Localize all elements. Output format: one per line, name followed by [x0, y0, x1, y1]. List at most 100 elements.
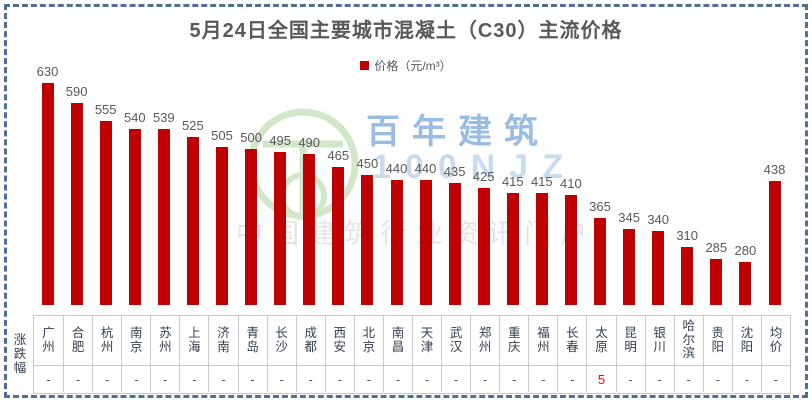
- price-bar: [594, 218, 606, 305]
- price-bar: [448, 183, 461, 305]
- city-cell: 上 海: [179, 316, 209, 366]
- city-cell: 昆 明: [615, 316, 645, 366]
- price-bar: [623, 229, 636, 305]
- price-bar: [419, 180, 432, 305]
- bar-value-label: 340: [647, 212, 670, 227]
- price-bar: [303, 154, 316, 305]
- change-cell: -: [412, 366, 441, 392]
- bar-value-label: 415: [530, 174, 553, 189]
- city-cell: 武 汉: [441, 316, 471, 366]
- city-cell: 济 南: [208, 316, 238, 366]
- bar-value-label: 425: [472, 169, 495, 184]
- city-cell: 苏 州: [150, 316, 180, 366]
- bar-value-label: 345: [618, 210, 640, 225]
- price-bar: [128, 129, 141, 305]
- change-cell: -: [528, 366, 557, 392]
- price-bar: [216, 147, 228, 305]
- brand-logo-icon: [247, 108, 359, 220]
- chart-title: 5月24日全国主要城市混凝土（C30）主流价格: [189, 20, 623, 42]
- city-cell: 青 岛: [237, 316, 267, 366]
- bar-value-label: 410: [560, 176, 582, 191]
- price-bar: [157, 129, 170, 305]
- change-cell: -: [266, 366, 296, 392]
- price-bar: [70, 103, 83, 305]
- price-bar: [477, 188, 490, 305]
- city-cell: 西 安: [324, 316, 354, 366]
- change-cell: -: [46, 371, 51, 387]
- price-bar: [274, 152, 287, 305]
- city-cell: 重 庆: [499, 316, 529, 366]
- change-cell: -: [324, 366, 354, 392]
- bar-value-label: 285: [705, 240, 728, 255]
- price-table: 广 州合 肥杭 州南 京苏 州上 海济 南青 岛长 沙成 都西 安北 京南 昌天…: [33, 315, 791, 394]
- bar-value-label: 500: [240, 130, 262, 145]
- change-cell: -: [208, 366, 237, 392]
- change-cell: -: [237, 366, 267, 392]
- price-bar: [41, 83, 54, 305]
- watermark-brand-code: 100NJZ: [372, 148, 577, 186]
- city-cell: 长 春: [557, 316, 587, 366]
- change-cell: -: [470, 366, 499, 392]
- city-cell: 天 津: [412, 316, 442, 366]
- city-cell: 贵 阳: [702, 316, 732, 366]
- bar-value-label: 539: [152, 110, 175, 125]
- price-bar: [710, 259, 723, 305]
- price-bar: [99, 121, 112, 305]
- city-cell: 均 价: [760, 316, 790, 366]
- watermark-slogan: 中国建筑行业资讯门户: [236, 219, 596, 249]
- price-bar: [506, 193, 519, 305]
- city-cell: 广 州: [34, 316, 64, 366]
- price-bar: [390, 180, 403, 305]
- city-cell: 成 都: [295, 316, 325, 366]
- watermark-brand: 百年建筑: [366, 113, 550, 151]
- change-cell: -: [121, 366, 150, 392]
- city-cell: 合 肥: [63, 316, 93, 366]
- change-cell: -: [179, 366, 208, 392]
- city-cell: 太 原: [586, 316, 616, 366]
- bar-value-label: 630: [36, 64, 59, 79]
- city-cell: 南 京: [121, 316, 151, 366]
- change-cell: -: [63, 366, 92, 392]
- bar-value-label: 465: [327, 148, 350, 163]
- change-cell: -: [441, 366, 470, 392]
- city-cell: 福 州: [528, 316, 558, 366]
- price-bar: [739, 262, 752, 305]
- price-bar: [332, 167, 345, 305]
- city-cell: 郑 州: [470, 316, 500, 366]
- change-cell: -: [92, 366, 121, 392]
- change-cell: -: [760, 366, 790, 392]
- price-bar: [245, 149, 258, 305]
- bar-value-label: 525: [182, 118, 204, 133]
- change-cell: -: [499, 366, 528, 392]
- price-bar: [186, 137, 199, 305]
- city-cell: 南 昌: [382, 316, 412, 366]
- bar-value-label: 450: [356, 156, 379, 171]
- price-bar: [768, 181, 781, 305]
- bar-value-label: 540: [123, 110, 146, 125]
- change-cell: -: [557, 366, 586, 392]
- change-cell: -: [382, 366, 412, 392]
- price-bar: [361, 175, 374, 305]
- bar-value-label: 280: [734, 243, 757, 258]
- bar-value-label: 590: [65, 84, 88, 99]
- price-bar: [681, 247, 694, 305]
- bar-value-label: 310: [676, 228, 699, 243]
- change-cell: -: [353, 366, 383, 392]
- price-bar: [564, 195, 577, 305]
- chart-legend: 价格（元/m³）: [0, 57, 812, 74]
- city-cell: 银 川: [644, 316, 674, 366]
- bar-value-label: 555: [94, 102, 117, 117]
- change-cell: -: [702, 366, 732, 392]
- city-cell: 北 京: [353, 316, 383, 366]
- table-row-label: 涨 跌 幅: [13, 332, 27, 375]
- legend-label: 价格（元/m³）: [374, 59, 452, 73]
- city-cell: 杭 州: [92, 316, 122, 366]
- city-cell: 沈 阳: [731, 316, 761, 366]
- price-bar: [535, 193, 548, 305]
- city-cell: 哈 尔 滨: [673, 316, 703, 366]
- price-bar: [652, 231, 665, 305]
- change-cell: -: [150, 366, 179, 392]
- change-cell: 5: [586, 366, 615, 392]
- bar-value-label: 415: [501, 174, 524, 189]
